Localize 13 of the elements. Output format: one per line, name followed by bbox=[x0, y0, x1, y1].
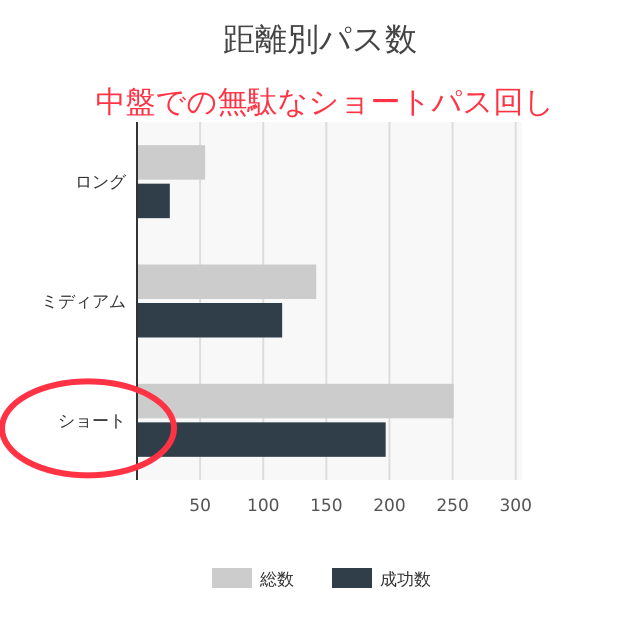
xtick: 50 bbox=[189, 496, 211, 516]
xtick: 200 bbox=[373, 496, 406, 516]
annotation: 中盤での無駄なショートパス回し bbox=[96, 85, 554, 120]
xtick: 250 bbox=[436, 496, 469, 516]
category: ロング bbox=[75, 172, 126, 193]
xtick: 150 bbox=[310, 496, 343, 516]
legend-label: 総数 bbox=[260, 570, 294, 590]
title: 距離別パス数 bbox=[223, 20, 417, 58]
category: ミディアム bbox=[41, 292, 126, 312]
category: ショート bbox=[58, 411, 126, 432]
xtick: 300 bbox=[499, 496, 532, 516]
legend-label: 成功数 bbox=[380, 570, 431, 590]
xtick: 100 bbox=[247, 496, 280, 516]
